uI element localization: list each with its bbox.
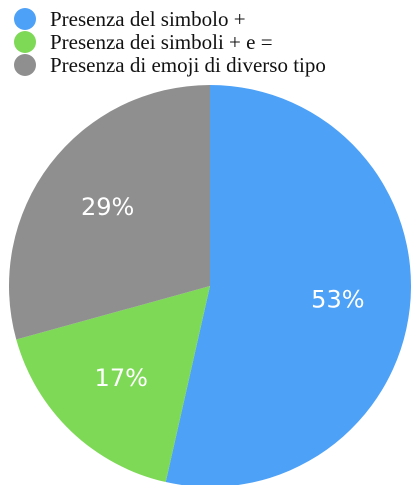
- legend-swatch-simbolo-plus: [14, 8, 36, 30]
- legend-label-emoji: Presenza di emoji di diverso tipo: [50, 53, 326, 77]
- slice-label-simbolo-plus: 53%: [311, 285, 364, 313]
- slice-simboli-plus-equal: [16, 286, 210, 483]
- chart-legend: Presenza del simbolo + Presenza dei simb…: [14, 8, 412, 77]
- slice-label-emoji: 29%: [81, 193, 134, 221]
- legend-label-simbolo-plus: Presenza del simbolo +: [50, 7, 246, 31]
- slice-simbolo-plus: [165, 85, 411, 485]
- legend-item-simboli-plus-equal: Presenza dei simboli + e =: [14, 31, 412, 53]
- legend-item-simbolo-plus: Presenza del simbolo +: [14, 8, 412, 30]
- legend-swatch-emoji: [14, 54, 36, 76]
- legend-item-emoji: Presenza di emoji di diverso tipo: [14, 54, 412, 76]
- legend-swatch-simboli-plus-equal: [14, 31, 36, 53]
- slice-label-simboli-plus-equal: 17%: [95, 364, 148, 392]
- slice-emoji: [9, 85, 211, 340]
- legend-label-simboli-plus-equal: Presenza dei simboli + e =: [50, 30, 273, 54]
